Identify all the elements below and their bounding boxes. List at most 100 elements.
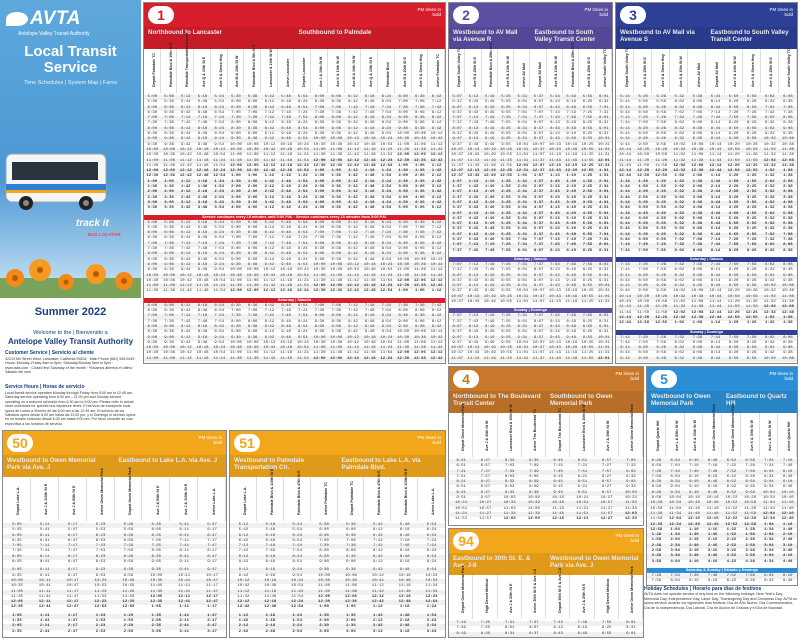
time-cell: 10:36	[413, 335, 426, 340]
time-cell: 9:24	[381, 126, 392, 131]
time-cell: 11:23	[94, 589, 107, 594]
time-cell: 9:06	[164, 137, 174, 142]
time-cell: 9:54	[214, 340, 225, 345]
time-cell: 10:24	[425, 573, 438, 578]
time-cell: 2:28	[745, 538, 755, 543]
time-cell: 8:42	[373, 554, 383, 559]
time-cell: 5:42	[373, 523, 383, 527]
time-cell: 12:55	[500, 174, 513, 179]
time-cell: 7:31	[517, 243, 528, 248]
table-row: 7:07 7:13 7:19 7:25 7:31 7:37 7:43 7:49 7:55 8:01	[449, 263, 612, 269]
holiday-text: AVTA does not operate service of any kin…	[644, 592, 798, 610]
time-cell: 2:30	[319, 624, 329, 629]
time-cell: 9:31	[517, 335, 528, 340]
time-cell: 12:53	[94, 605, 107, 610]
time-cell: 12:20	[727, 163, 740, 168]
stop-header: Ave Q & 10th St E	[361, 49, 379, 93]
time-cell: 5:24	[214, 95, 225, 99]
direction-label: Eastbound to South Valley Transit Center	[534, 29, 596, 43]
time-cell: 7:43	[550, 263, 560, 267]
table-row: 8:42 8:48 8:54 9:00 9:06 9:12 9:18 9:24	[230, 560, 445, 565]
time-cell: 2:01	[517, 185, 528, 190]
time-cell: 7:08	[783, 232, 793, 237]
time-cell: 3:20	[728, 195, 739, 200]
time-cell: 1:42	[373, 613, 383, 618]
time-cell: 9:43	[468, 340, 479, 345]
time-cell: 6:54	[298, 303, 308, 308]
time-cell: 7:20	[728, 110, 739, 115]
time-cell: 11:57	[479, 517, 492, 522]
time-cell: 9:08	[783, 346, 793, 351]
time-cell: 6:54	[381, 225, 392, 230]
time-cell: 11:27	[479, 511, 492, 516]
time-cell: 11:35	[150, 589, 163, 594]
time-cell: 1:19	[484, 179, 495, 184]
time-cell: 2:54	[214, 195, 225, 200]
time-cell: 8:43	[468, 132, 479, 137]
time-cell: 11:24	[291, 589, 304, 594]
time-cell: 8:30	[147, 257, 158, 262]
time-cell: 8:11	[40, 554, 50, 559]
time-cell: 11:38	[691, 305, 704, 310]
time-cell: 8:18	[281, 121, 291, 126]
time-cell: 1:48	[265, 619, 276, 624]
time-cell: 10:31	[516, 147, 529, 152]
time-cell: 1:50	[728, 179, 739, 184]
time-cell: 12:54	[425, 600, 438, 605]
time-cell: 6:30	[398, 220, 408, 225]
time-cell: 10:26	[745, 289, 758, 294]
time-cell: 2:50	[728, 190, 739, 195]
time-cell: 9:32	[764, 278, 775, 283]
time-cell: 9:50	[728, 137, 739, 142]
time-cell: 2:02	[674, 185, 685, 190]
time-cell: 6:50	[638, 238, 648, 243]
time-cell: 12:33	[624, 517, 637, 522]
time-cell: 2:14	[620, 190, 630, 195]
time-cell: 11:01	[597, 346, 610, 351]
time-cell: 7:29	[123, 544, 134, 549]
time-cell: 2:54	[381, 185, 392, 190]
table-row: 10:37 10:43 10:49 10:55 11:01 11:07 11:13 11:19…	[449, 300, 612, 305]
time-cell: 11:05	[10, 589, 23, 594]
time-cell: 10:30	[146, 351, 159, 356]
time-cell: 8:24	[298, 319, 308, 324]
time-cell: 10:36	[246, 273, 259, 278]
stop-name: Depart 30th St E & Ave J-8	[557, 568, 562, 613]
time-cell: 4:13	[550, 206, 560, 211]
table-row: 10:30 10:36 10:42 10:48 10:54 11:00 11:06 11:12…	[144, 351, 445, 356]
table-row: 11:44 11:50 11:56 12:02 12:08 12:14 12:20 12:26…	[616, 164, 797, 169]
time-cell: 4:07	[452, 211, 462, 216]
time-cell: 12:24	[291, 600, 304, 605]
time-cell: 7:54	[426, 544, 437, 549]
time-cell: 10:49	[483, 153, 496, 158]
stop-name: Ave K & 30th St W	[693, 419, 698, 451]
time-cell: 9:50	[728, 284, 739, 289]
time-cell: 8:13	[550, 268, 560, 273]
time-cell: 11:00	[146, 284, 159, 289]
time-cell: 8:45	[553, 480, 563, 485]
table-row: 9:44 9:50 9:56 10:02 10:08 10:14 10:20 10:26 10:…	[616, 289, 797, 294]
time-cell: 5:06	[415, 206, 425, 211]
table-row: 12:14 12:20 12:26 12:32 12:38 12:44 12:50 12:56…	[616, 315, 797, 322]
time-cell: 5:48	[197, 225, 208, 230]
time-cell: 6:41	[179, 533, 189, 538]
time-cell: 8:17	[207, 549, 217, 554]
table-row: 9:42 9:48 9:54 10:00 10:06 10:12 10:18 10:24	[230, 574, 445, 579]
time-cell: 5:48	[281, 220, 291, 225]
time-grid: 9:05 9:11 9:17 9:23 9:29 9:35 9:41 9:47 9:35 9:41…	[3, 568, 226, 610]
time-cell: 10:38	[781, 142, 794, 147]
time-cell: 10:17	[206, 573, 219, 578]
time-cell: 11:01	[516, 351, 529, 356]
time-cell: 1:18	[281, 174, 291, 179]
time-cell: 9:31	[599, 278, 609, 283]
time-cell: 2:48	[399, 624, 410, 629]
time-cell: 11:12	[179, 284, 192, 289]
time-cell: 6:37	[452, 110, 462, 115]
time-cell: 11:18	[264, 589, 277, 594]
time-cell: 10:21	[455, 501, 468, 506]
time-cell: 9:48	[364, 132, 375, 137]
schedule-section-label: Saturday & Sunday | Sábado y Domingo	[647, 568, 797, 573]
time-cell: 7:14	[620, 263, 630, 267]
time-cell: 10:14	[619, 147, 632, 152]
time-cell: 2:42	[373, 624, 383, 629]
